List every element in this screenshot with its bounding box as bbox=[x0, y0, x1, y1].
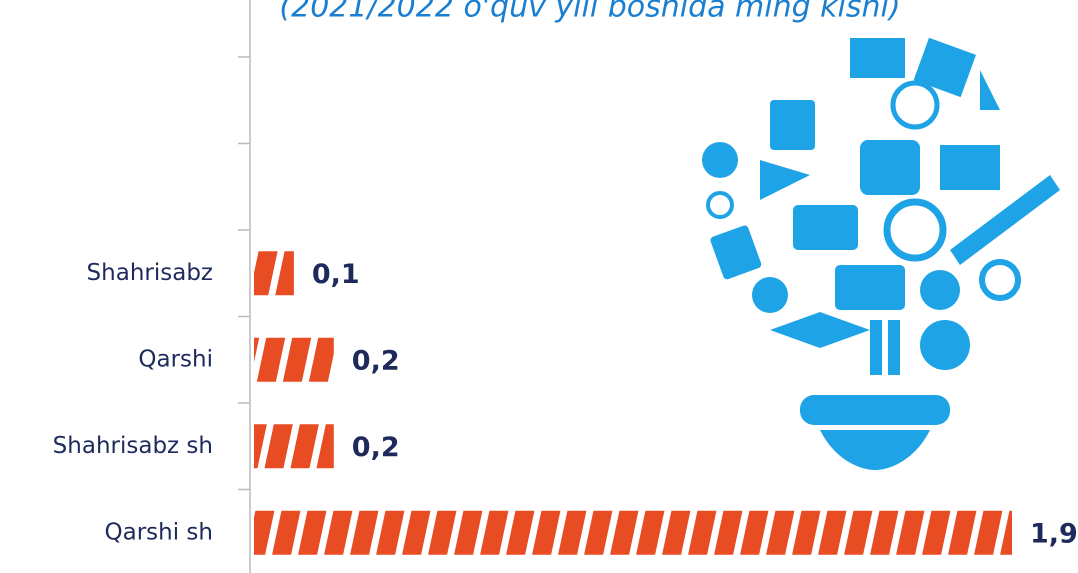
category-label: Qarshi sh bbox=[105, 519, 213, 545]
bar bbox=[254, 337, 334, 382]
value-label: 0,2 bbox=[352, 432, 400, 463]
bar bbox=[254, 251, 294, 296]
value-label: 0,2 bbox=[352, 345, 400, 376]
category-label: Shahrisabz sh bbox=[53, 433, 213, 459]
bar bbox=[254, 510, 1012, 555]
chart-title: (2021/2022 o'quv yili boshida ming kishi… bbox=[279, 0, 900, 25]
lightbulb-illustration bbox=[702, 37, 1060, 470]
category-label: Shahrisabz bbox=[87, 260, 213, 286]
bar bbox=[254, 424, 334, 469]
value-label: 0,1 bbox=[312, 259, 360, 290]
category-label: Qarshi bbox=[138, 346, 213, 372]
value-label: 1,9 bbox=[1030, 518, 1078, 549]
